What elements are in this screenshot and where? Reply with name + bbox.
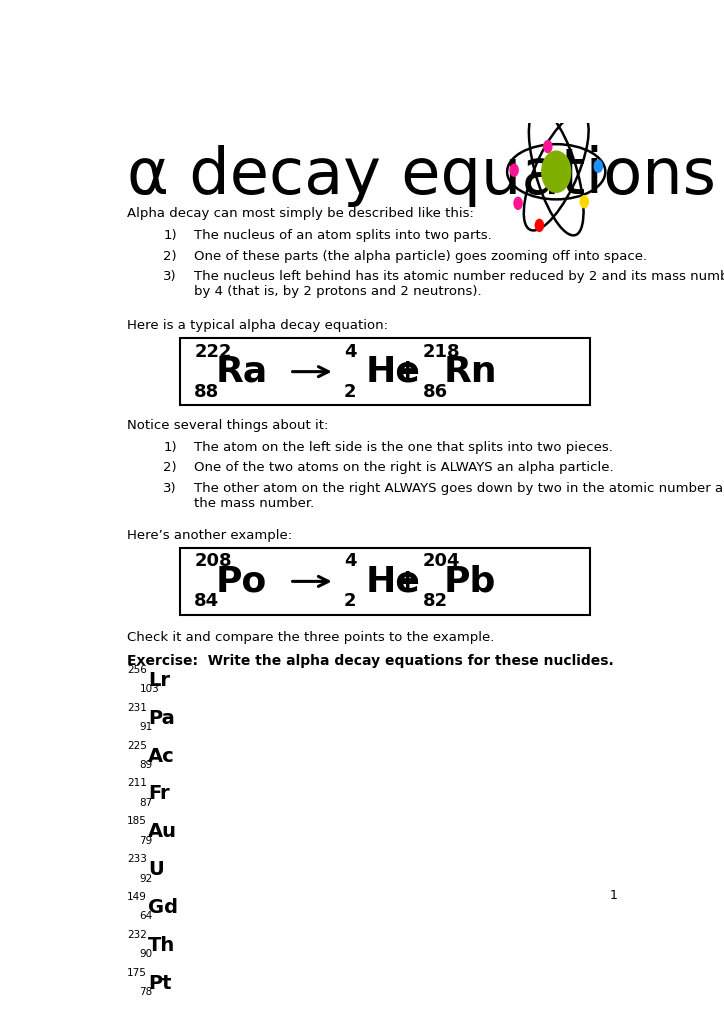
Text: Notice several things about it:: Notice several things about it:: [127, 420, 329, 432]
Text: 82: 82: [423, 593, 448, 610]
Text: 231: 231: [127, 702, 147, 713]
Text: 2): 2): [164, 461, 177, 474]
Text: 90: 90: [139, 949, 153, 959]
Text: 1: 1: [610, 889, 618, 902]
Text: Lr: Lr: [148, 671, 170, 690]
Text: 233: 233: [127, 854, 147, 864]
Text: 84: 84: [194, 593, 219, 610]
Text: 64: 64: [139, 911, 153, 922]
Text: 175: 175: [127, 968, 147, 978]
Text: 92: 92: [139, 873, 153, 884]
Text: Here is a typical alpha decay equation:: Here is a typical alpha decay equation:: [127, 319, 388, 332]
Text: 211: 211: [127, 778, 147, 788]
Text: He: He: [366, 354, 421, 389]
Circle shape: [579, 195, 589, 209]
Text: One of the two atoms on the right is ALWAYS an alpha particle.: One of the two atoms on the right is ALW…: [194, 461, 614, 474]
Text: 2: 2: [344, 593, 357, 610]
Circle shape: [510, 164, 519, 177]
Circle shape: [541, 151, 571, 194]
Text: 78: 78: [139, 987, 153, 997]
Text: Fr: Fr: [148, 784, 170, 804]
Text: 204: 204: [423, 552, 460, 570]
Text: The other atom on the right ALWAYS goes down by two in the atomic number and fou: The other atom on the right ALWAYS goes …: [194, 481, 724, 510]
Text: +: +: [395, 567, 421, 596]
Text: 1): 1): [164, 440, 177, 454]
Text: Pb: Pb: [444, 564, 497, 598]
Text: 4: 4: [344, 343, 357, 360]
Text: 222: 222: [194, 343, 232, 360]
Text: Here’s another example:: Here’s another example:: [127, 529, 292, 542]
Text: The atom on the left side is the one that splits into two pieces.: The atom on the left side is the one tha…: [194, 440, 613, 454]
Text: The nucleus left behind has its atomic number reduced by 2 and its mass number r: The nucleus left behind has its atomic n…: [194, 270, 724, 298]
Text: 103: 103: [139, 684, 159, 694]
Circle shape: [534, 219, 544, 232]
Text: Th: Th: [148, 936, 175, 954]
Text: α decay equations: α decay equations: [127, 145, 716, 207]
FancyBboxPatch shape: [180, 548, 590, 614]
Text: U: U: [148, 860, 164, 879]
Text: 87: 87: [139, 798, 153, 808]
Text: 3): 3): [164, 481, 177, 495]
Circle shape: [594, 160, 603, 173]
Text: He: He: [366, 564, 421, 598]
Text: +: +: [395, 357, 421, 386]
Text: Check it and compare the three points to the example.: Check it and compare the three points to…: [127, 631, 494, 644]
Text: 232: 232: [127, 930, 147, 940]
Text: 86: 86: [423, 383, 448, 400]
Text: 3): 3): [164, 270, 177, 284]
Text: 185: 185: [127, 816, 147, 826]
Text: 149: 149: [127, 892, 147, 902]
Circle shape: [513, 197, 523, 210]
Text: Exercise:  Write the alpha decay equations for these nuclides.: Exercise: Write the alpha decay equation…: [127, 654, 614, 669]
Text: 256: 256: [127, 665, 147, 675]
Text: Alpha decay can most simply be described like this:: Alpha decay can most simply be described…: [127, 207, 473, 220]
Text: 2: 2: [344, 383, 357, 400]
FancyBboxPatch shape: [180, 338, 590, 406]
Text: Po: Po: [216, 564, 267, 598]
Text: 208: 208: [194, 552, 232, 570]
Text: 88: 88: [194, 383, 219, 400]
Text: 91: 91: [139, 722, 153, 732]
Text: 225: 225: [127, 740, 147, 751]
Text: Ra: Ra: [216, 354, 268, 389]
Text: 4: 4: [344, 552, 357, 570]
Text: Rn: Rn: [444, 354, 497, 389]
Text: The nucleus of an atom splits into two parts.: The nucleus of an atom splits into two p…: [194, 229, 492, 243]
Text: 1): 1): [164, 229, 177, 243]
Circle shape: [543, 140, 552, 154]
Text: 218: 218: [423, 343, 460, 360]
Text: Pt: Pt: [148, 974, 172, 992]
Text: 89: 89: [139, 760, 153, 770]
Text: Gd: Gd: [148, 898, 178, 916]
Text: Pa: Pa: [148, 709, 175, 728]
Text: Au: Au: [148, 822, 177, 842]
Text: 79: 79: [139, 836, 153, 846]
Text: 2): 2): [164, 250, 177, 263]
Text: Ac: Ac: [148, 746, 175, 766]
Text: One of these parts (the alpha particle) goes zooming off into space.: One of these parts (the alpha particle) …: [194, 250, 647, 263]
